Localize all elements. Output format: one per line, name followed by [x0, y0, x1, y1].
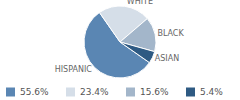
- svg-text:HISPANIC: HISPANIC: [55, 65, 93, 74]
- svg-text:5.4%: 5.4%: [200, 87, 223, 97]
- svg-text:55.6%: 55.6%: [20, 87, 49, 97]
- svg-text:23.4%: 23.4%: [80, 87, 109, 97]
- svg-text:WHITE: WHITE: [127, 0, 153, 6]
- svg-text:BLACK: BLACK: [157, 29, 184, 38]
- svg-text:15.6%: 15.6%: [140, 87, 169, 97]
- svg-text:ASIAN: ASIAN: [155, 54, 179, 63]
